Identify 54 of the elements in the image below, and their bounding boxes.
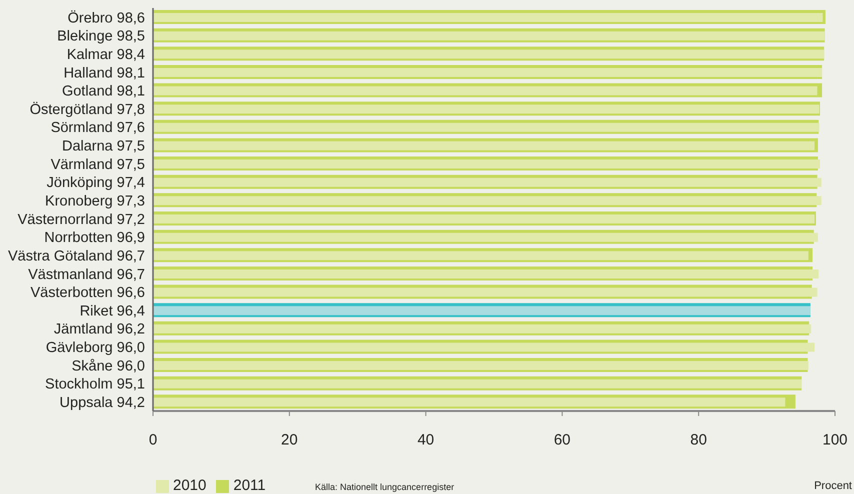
y-tick-label: Örebro 98,6	[68, 9, 145, 26]
bar	[153, 379, 802, 388]
bar	[153, 160, 820, 169]
x-tick-label: 0	[148, 432, 158, 449]
bar	[153, 251, 808, 260]
x-tick-label: 60	[554, 432, 571, 449]
y-tick-label: Blekinge 98,5	[57, 28, 145, 45]
bar	[153, 288, 818, 297]
y-tick-label: Gävleborg 96,0	[46, 340, 145, 356]
bar	[153, 31, 825, 40]
y-tick-label: Norrbotten 96,9	[44, 230, 145, 246]
y-tick-label: Dalarna 97,5	[62, 138, 145, 155]
bar	[153, 86, 818, 96]
bar	[153, 104, 820, 114]
x-tick-label: 100	[822, 432, 848, 449]
bar	[153, 122, 820, 132]
y-tick-label: Västerbotten 96,6	[30, 285, 145, 302]
bar	[153, 13, 823, 22]
y-tick-label: Gotland 98,1	[62, 84, 145, 100]
bar	[153, 196, 822, 206]
y-tick-label: Stockholm 95,1	[45, 376, 145, 393]
x-tick-label: 80	[690, 432, 707, 449]
bar	[153, 361, 808, 370]
y-tick-label: Sörmland 97,6	[50, 120, 145, 136]
bar	[153, 214, 815, 224]
y-tick-label: Riket 96,4	[80, 303, 145, 320]
y-tick-label: Halland 98,1	[64, 65, 145, 82]
bar	[153, 324, 812, 334]
y-tick-label: Västernorrland 97,2	[18, 212, 145, 228]
text: Källa: Nationellt lungcancerregister	[315, 482, 454, 492]
x-tick-label: 20	[281, 432, 298, 449]
y-tick-label: Kronoberg 97,3	[45, 193, 145, 210]
bar	[153, 178, 822, 187]
bar	[153, 269, 819, 278]
y-tick-label: Värmland 97,5	[50, 156, 145, 173]
y-tick-label: Skåne 96,0	[72, 358, 145, 374]
x-axis-title: Procent	[814, 480, 852, 492]
y-tick-label: Västmanland 96,7	[28, 266, 145, 283]
bar	[153, 68, 822, 77]
bar	[153, 306, 810, 316]
legend-label: 2011	[233, 477, 266, 494]
bar	[153, 50, 824, 59]
y-tick-label: Jämtland 96,2	[54, 322, 145, 338]
y-tick-label: Kalmar 98,4	[66, 46, 145, 63]
bar	[153, 398, 786, 407]
bar	[153, 342, 815, 352]
bar	[153, 232, 818, 242]
x-tick-label: 40	[417, 432, 434, 449]
bar	[153, 141, 815, 150]
y-tick-label: Uppsala 94,2	[60, 394, 145, 411]
y-tick-label: Östergötland 97,8	[30, 100, 145, 118]
y-tick-label: Jönköping 97,4	[46, 175, 145, 192]
y-tick-label: Västra Götaland 96,7	[8, 248, 145, 264]
legend-label: 2010	[173, 477, 206, 494]
